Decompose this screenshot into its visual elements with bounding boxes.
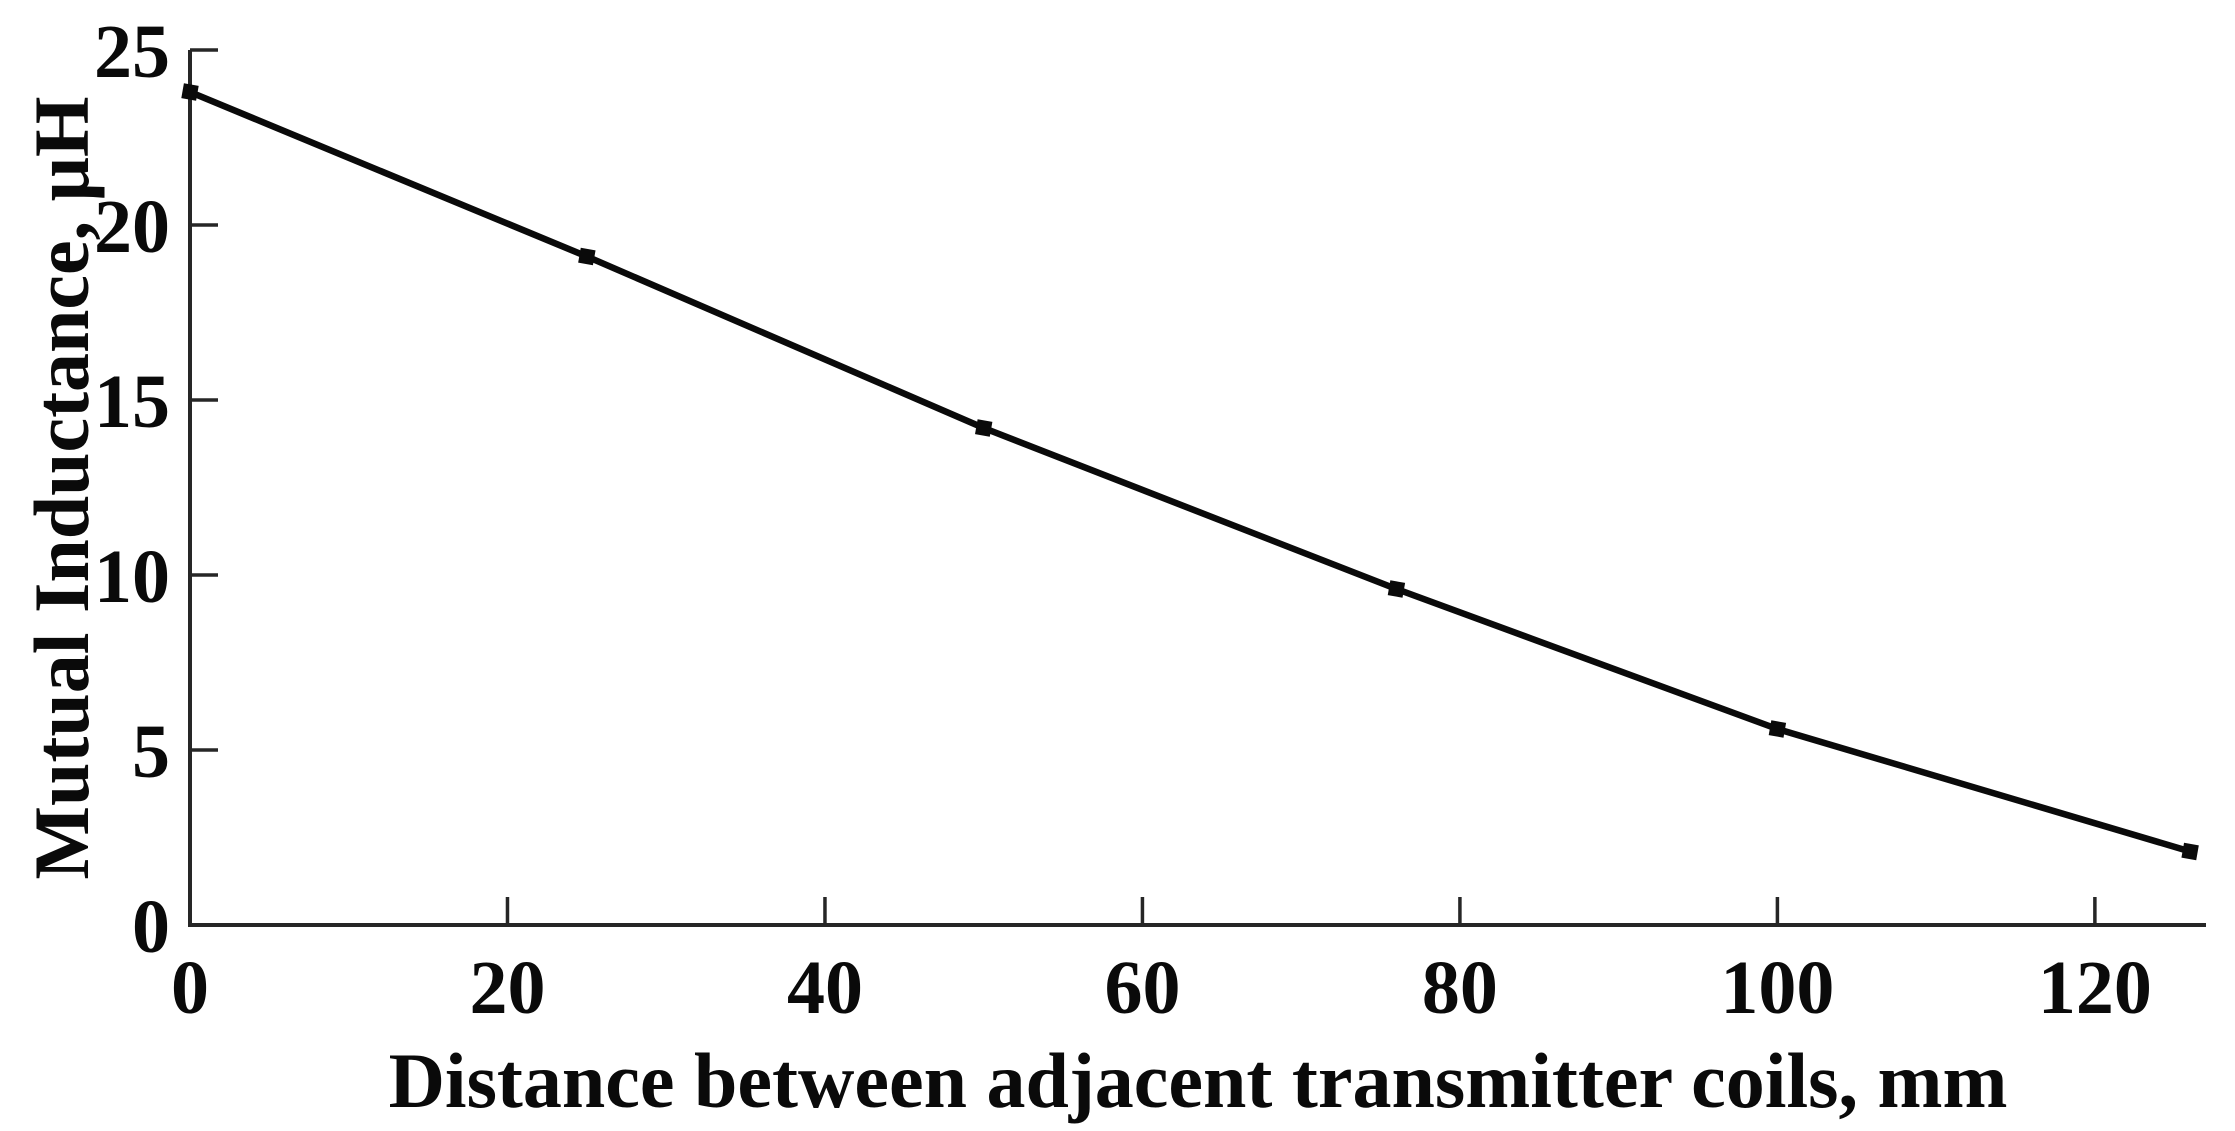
y-axis-title: Mutual Inductance, μH	[18, 96, 105, 880]
data-point-marker	[1768, 720, 1787, 738]
y-tick-label: 15	[94, 360, 170, 444]
x-axis-title: Distance between adjacent transmitter co…	[388, 1037, 2008, 1124]
x-tick-label: 100	[1720, 946, 1834, 1030]
y-tick-label: 20	[94, 185, 170, 269]
x-tick-label: 0	[171, 946, 209, 1030]
data-point-marker	[181, 83, 199, 101]
x-tick-label: 20	[469, 946, 545, 1030]
data-point-marker	[975, 419, 993, 437]
x-tick-label: 80	[1422, 946, 1498, 1030]
x-tick-label: 120	[2038, 946, 2152, 1030]
x-tick-label: 40	[787, 946, 863, 1030]
axis-lines	[188, 50, 2206, 927]
data-point-marker	[2181, 842, 2199, 861]
x-tick-label: 60	[1104, 946, 1180, 1030]
y-tick-label: 5	[132, 710, 170, 794]
y-tick-label: 25	[94, 10, 170, 94]
y-tick-label: 0	[132, 885, 170, 969]
data-point-marker	[578, 247, 596, 266]
data-line	[186, 88, 2194, 855]
data-point-marker	[1387, 580, 1406, 598]
y-tick-label: 10	[94, 535, 170, 619]
